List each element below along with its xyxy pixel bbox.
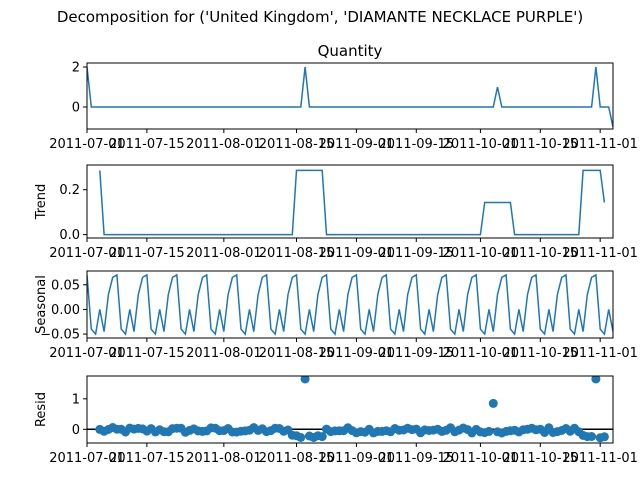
y-axis-label: Resid [34, 392, 49, 427]
panel-title: Quantity [318, 42, 383, 60]
x-tick-label: 2011-09-01 [319, 346, 395, 361]
x-tick-label: 2011-10-01 [443, 246, 519, 261]
y-axis-label: Seasonal [34, 275, 49, 334]
y-tick-label: 2 [72, 61, 80, 76]
x-tick-label: 2011-07-15 [109, 451, 185, 466]
x-tick-label: 2011-08-01 [186, 346, 262, 361]
panel-3: Seasonal−0.05 0.00 0.05 2011-07-012011-07-1… [34, 270, 638, 361]
y-tick-label: 0.0 [59, 228, 80, 243]
x-tick-label: 2011-10-01 [443, 346, 519, 361]
x-tick-label: 2011-09-01 [319, 137, 395, 152]
x-tick-label: 2011-10-15 [503, 246, 579, 261]
resid-point [317, 432, 327, 442]
x-tick-label: 2011-08-15 [259, 346, 335, 361]
x-tick-label: 2011-09-15 [379, 451, 455, 466]
x-tick-label: 2011-09-15 [379, 137, 455, 152]
y-axis-label: Trend [34, 184, 49, 221]
y-tick-label: 0.2 [59, 183, 80, 198]
x-tick-label: 2011-07-15 [109, 246, 185, 261]
x-tick-label: 2011-08-01 [186, 137, 262, 152]
y-tick-label: 0.00 [51, 303, 80, 318]
x-tick-label: 2011-08-01 [186, 451, 262, 466]
x-tick-label: 2011-10-15 [503, 137, 579, 152]
axes-frame [86, 164, 614, 239]
plot-area [99, 169, 606, 236]
x-tick-label: 2011-09-01 [319, 246, 395, 261]
x-tick-label: 2011-11-01 [562, 346, 638, 361]
x-tick-label: 2011-11-01 [562, 451, 638, 466]
seasonal-line [87, 273, 613, 336]
axes-frame [86, 270, 614, 339]
x-tick-label: 2011-09-15 [379, 246, 455, 261]
x-tick-label: 2011-10-15 [503, 346, 579, 361]
resid-point [488, 398, 498, 408]
plot-area [87, 66, 613, 128]
x-tick-label: 2011-07-01 [49, 451, 125, 466]
y-tick-label: −0.05 [40, 328, 80, 343]
x-tick-label: 2011-10-15 [503, 451, 579, 466]
resid-point [296, 433, 306, 442]
axes-frame [86, 375, 614, 444]
plot-area [87, 273, 613, 336]
figure-suptitle: Decomposition for ('United Kingdom', 'DI… [57, 8, 583, 26]
x-tick-label: 2011-08-15 [259, 246, 335, 261]
resid-point [300, 376, 310, 384]
x-tick-label: 2011-08-01 [186, 246, 262, 261]
x-tick-label: 2011-07-01 [49, 137, 125, 152]
x-tick-label: 2011-10-01 [443, 451, 519, 466]
resid-point [599, 432, 609, 442]
y-tick-label: 0 [72, 101, 80, 116]
resid-point [591, 376, 601, 384]
x-tick-label: 2011-07-01 [49, 246, 125, 261]
series-line-1 [99, 169, 606, 236]
x-tick-label: 2011-09-15 [379, 346, 455, 361]
x-tick-label: 2011-11-01 [562, 137, 638, 152]
axes-frame [86, 62, 614, 130]
x-tick-label: 2011-09-01 [319, 451, 395, 466]
y-tick-label: 0.05 [51, 278, 80, 293]
x-tick-label: 2011-07-01 [49, 346, 125, 361]
plot-area [87, 376, 613, 443]
x-tick-label: 2011-08-15 [259, 137, 335, 152]
y-tick-label: 1 [72, 392, 80, 407]
x-tick-label: 2011-07-15 [109, 137, 185, 152]
x-tick-label: 2011-10-01 [443, 137, 519, 152]
resid-point [587, 432, 597, 441]
x-tick-label: 2011-08-15 [259, 451, 335, 466]
y-tick-label: 0 [72, 423, 80, 438]
series-line-1 [87, 66, 613, 128]
x-tick-label: 2011-07-15 [109, 346, 185, 361]
x-tick-label: 2011-11-01 [562, 246, 638, 261]
resid-point [484, 426, 494, 436]
